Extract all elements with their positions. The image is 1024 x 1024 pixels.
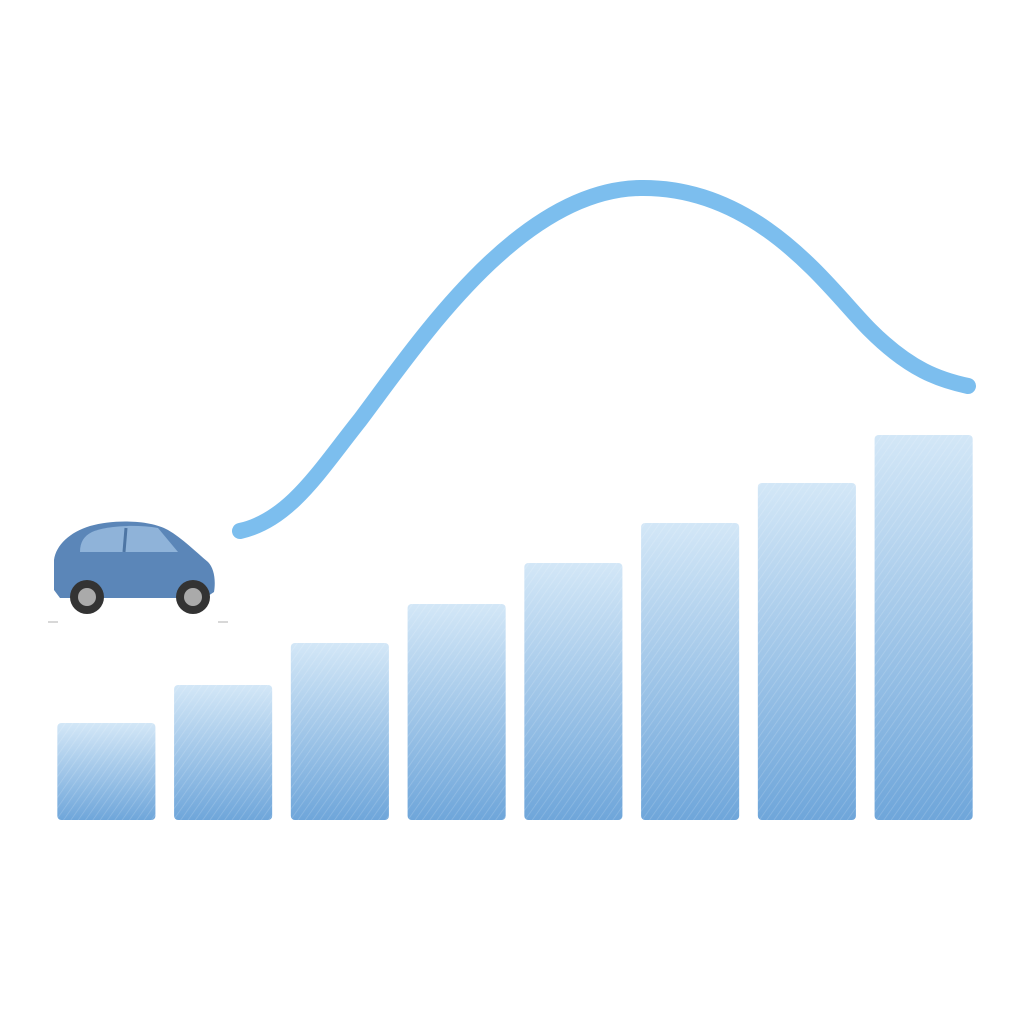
bar-texture (290, 643, 389, 820)
bar-texture (57, 723, 156, 820)
trend-curve (232, 179, 976, 539)
car-icon (48, 521, 235, 623)
bar-texture (757, 483, 856, 820)
bar-texture (524, 563, 623, 820)
bar-texture (874, 435, 973, 820)
bar-texture (641, 523, 740, 820)
bar-texture (174, 685, 273, 820)
bar-texture (407, 604, 506, 820)
